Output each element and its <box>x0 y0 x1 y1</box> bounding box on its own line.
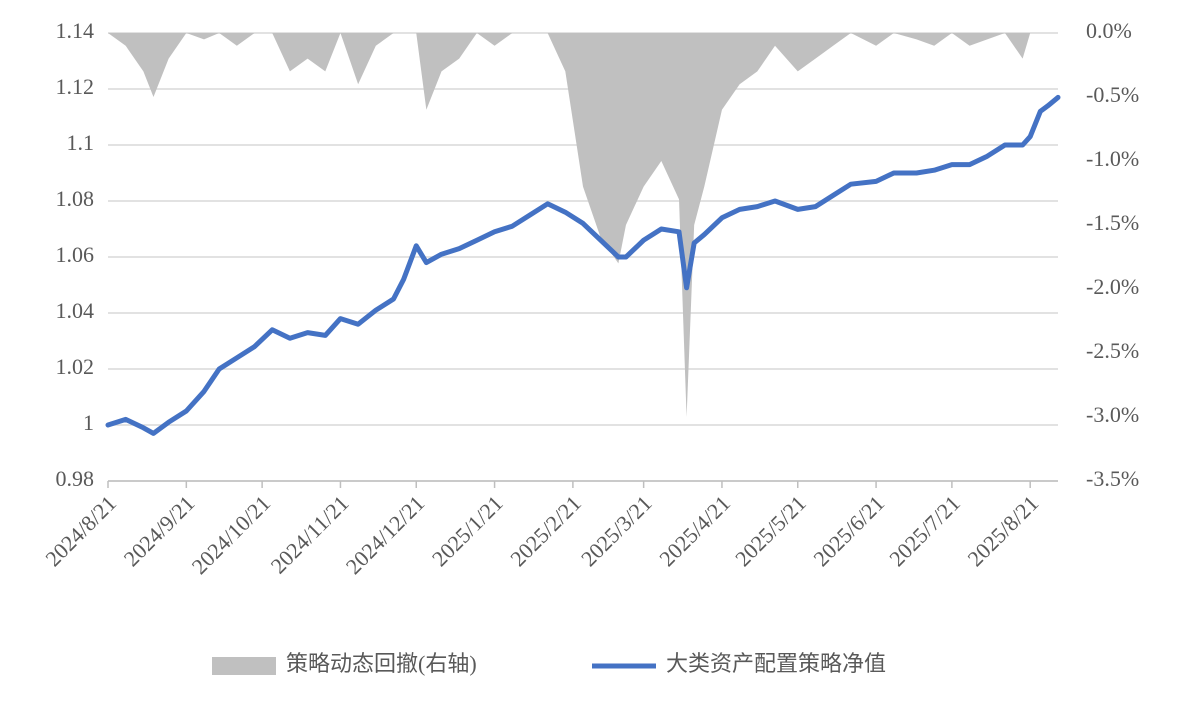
x-tick-label: 2025/5/21 <box>730 490 811 571</box>
x-tick-label: 2025/2/21 <box>505 490 586 571</box>
x-tick-label: 2025/7/21 <box>884 490 965 571</box>
y-tick-label: 1.08 <box>56 186 95 211</box>
y-tick-label: 1.1 <box>67 130 95 155</box>
legend-swatch <box>212 657 276 675</box>
y-tick-label: 1.12 <box>56 74 95 99</box>
legend-label: 大类资产配置策略净值 <box>666 651 886 676</box>
y2-tick-label: -1.5% <box>1086 210 1139 235</box>
y2-tick-label: -2.0% <box>1086 274 1139 299</box>
y2-tick-label: 0.0% <box>1086 18 1132 43</box>
x-tick-label: 2025/8/21 <box>963 490 1044 571</box>
y-tick-label: 1.04 <box>56 298 95 323</box>
x-tick-label: 2024/11/21 <box>266 490 354 578</box>
x-tick-label: 2024/9/21 <box>119 490 200 571</box>
y-tick-label: 1.14 <box>56 18 95 43</box>
y-tick-label: 1 <box>83 410 94 435</box>
y2-tick-label: -3.5% <box>1086 466 1139 491</box>
y2-tick-label: -1.0% <box>1086 146 1139 171</box>
y-tick-label: 0.98 <box>56 466 95 491</box>
x-tick-label: 2025/4/21 <box>654 490 735 571</box>
x-tick-label: 2024/12/21 <box>341 490 430 579</box>
x-tick-label: 2025/1/21 <box>427 490 508 571</box>
legend-label: 策略动态回撤(右轴) <box>286 651 477 676</box>
x-tick-label: 2024/10/21 <box>187 490 276 579</box>
x-tick-label: 2025/3/21 <box>576 490 657 571</box>
nav-line <box>105 94 1061 436</box>
x-tick-label: 2024/8/21 <box>40 490 121 571</box>
y2-tick-label: -2.5% <box>1086 338 1139 363</box>
drawdown-area <box>108 33 1058 417</box>
y-tick-label: 1.02 <box>56 354 95 379</box>
x-tick-label: 2025/6/21 <box>808 490 889 571</box>
y-tick-label: 1.06 <box>56 242 95 267</box>
y2-tick-label: -0.5% <box>1086 82 1139 107</box>
y2-tick-label: -3.0% <box>1086 402 1139 427</box>
